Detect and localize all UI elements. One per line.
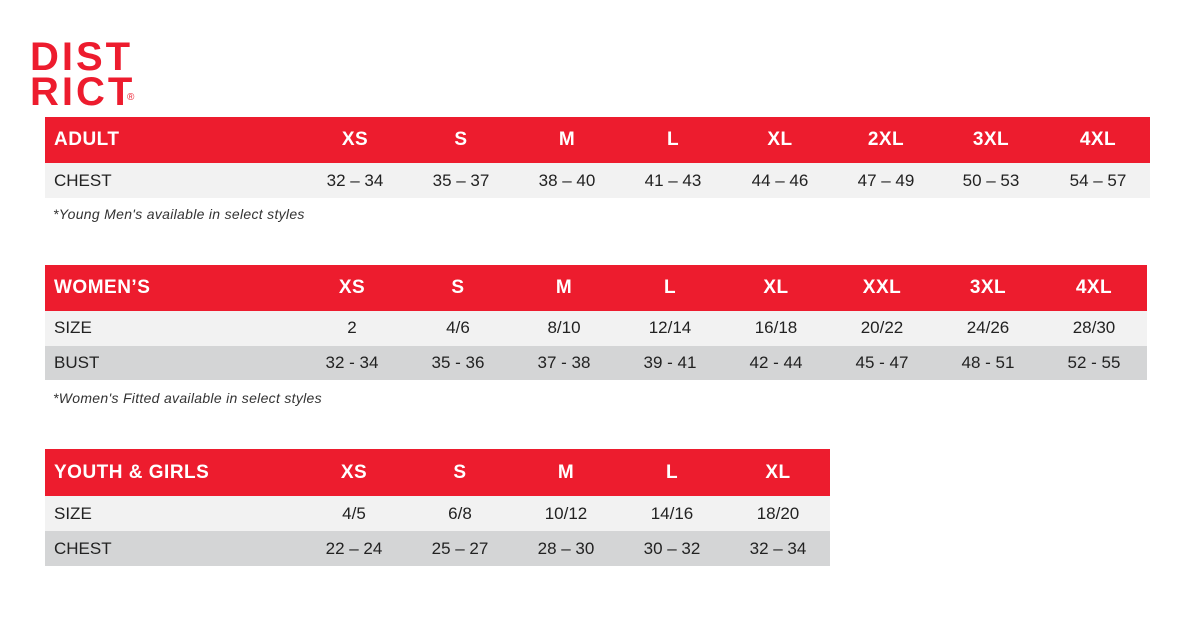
cell-value: 37 - 38	[537, 352, 591, 372]
cell-value: 4/6	[446, 318, 470, 338]
column-header: XS	[341, 129, 369, 150]
cell-value: 30 – 32	[643, 538, 701, 558]
column-header: XL	[763, 277, 789, 298]
table-title: ADULT	[54, 129, 120, 150]
cell-value: 25 – 27	[431, 538, 489, 558]
row-label: BUST	[54, 352, 100, 372]
row-label: CHEST	[54, 170, 112, 190]
cell-value: 32 – 34	[326, 170, 384, 190]
table-header: WOMEN’S XS S M L XL XXL 3XL 4XL	[45, 265, 1147, 311]
column-header: M	[555, 277, 573, 298]
column-header: M	[558, 129, 576, 150]
cell-value: 6/8	[448, 503, 472, 523]
row-label: SIZE	[54, 503, 92, 523]
column-header: 2XL	[867, 129, 905, 150]
table-row: CHEST 22 – 24 25 – 27 28 – 30 30 – 32 32 – 34	[45, 531, 830, 566]
column-header: XL	[765, 461, 791, 483]
column-header: L	[663, 277, 677, 298]
table-title: WOMEN’S	[54, 277, 151, 298]
cell-value: 45 - 47	[855, 352, 909, 372]
cell-value: 32 - 34	[325, 352, 379, 372]
cell-value: 48 - 51	[961, 352, 1015, 372]
cell-value: 10/12	[544, 503, 588, 523]
cell-value: 41 – 43	[644, 170, 702, 190]
cell-value: 20/22	[860, 318, 904, 338]
cell-value: 18/20	[756, 503, 800, 523]
column-header: S	[453, 461, 467, 483]
logo-line: DIST	[30, 35, 134, 79]
column-header: 3XL	[972, 129, 1010, 150]
column-header: 4XL	[1075, 277, 1113, 298]
table-row: BUST 32 - 34 35 - 36 37 - 38 39 - 41 42 - 44 4…	[45, 345, 1147, 380]
column-header: L	[666, 129, 680, 150]
column-header: 4XL	[1079, 129, 1117, 150]
table-row: CHEST 32 – 34 35 – 37 38 – 40 41 – 43 44 – 46…	[45, 163, 1150, 198]
cell-value: 14/16	[650, 503, 694, 523]
cell-value: 16/18	[754, 318, 798, 338]
cell-value: 50 – 53	[962, 170, 1020, 190]
column-header: XL	[767, 129, 793, 150]
cell-value: 35 – 37	[432, 170, 490, 190]
cell-value: 2	[347, 318, 357, 338]
cell-value: 4/5	[342, 503, 366, 523]
column-header: XS	[340, 461, 368, 483]
cell-value: 54 – 57	[1069, 170, 1127, 190]
logo-mark: ®	[127, 92, 135, 103]
footnote: *Women's Fitted available in select styl…	[53, 390, 322, 406]
logo-line: RICT	[30, 70, 136, 114]
table-header: YOUTH & GIRLS XS S M L XL	[45, 449, 830, 496]
row-label: SIZE	[54, 318, 92, 338]
cell-value: 52 - 55	[1067, 352, 1121, 372]
cell-value: 24/26	[966, 318, 1010, 338]
cell-value: 42 - 44	[749, 352, 803, 372]
cell-value: 12/14	[648, 318, 692, 338]
cell-value: 44 – 46	[751, 170, 809, 190]
column-header: S	[454, 129, 468, 150]
cell-value: 28 – 30	[537, 538, 595, 558]
table-title: YOUTH & GIRLS	[54, 461, 210, 483]
column-header: S	[451, 277, 465, 298]
cell-value: 35 - 36	[431, 352, 485, 372]
row-label: CHEST	[54, 538, 112, 558]
column-header: M	[557, 461, 575, 483]
cell-value: 47 – 49	[857, 170, 915, 190]
column-header: XS	[338, 277, 366, 298]
column-header: 3XL	[969, 277, 1007, 298]
cell-value: 28/30	[1072, 318, 1116, 338]
table-row: SIZE 2 4/6 8/10 12/14 16/18 20/22 24/26 28/30	[45, 311, 1147, 346]
cell-value: 8/10	[547, 318, 581, 338]
table-row: SIZE 4/5 6/8 10/12 14/16 18/20	[45, 496, 830, 531]
column-header: XXL	[862, 277, 902, 298]
cell-value: 32 – 34	[749, 538, 807, 558]
footnote: *Young Men's available in select styles	[53, 206, 305, 222]
cell-value: 38 – 40	[538, 170, 596, 190]
cell-value: 39 - 41	[643, 352, 697, 372]
table-header: ADULT XS S M L XL 2XL 3XL 4XL	[45, 117, 1150, 163]
cell-value: 22 – 24	[325, 538, 383, 558]
column-header: L	[665, 461, 679, 483]
